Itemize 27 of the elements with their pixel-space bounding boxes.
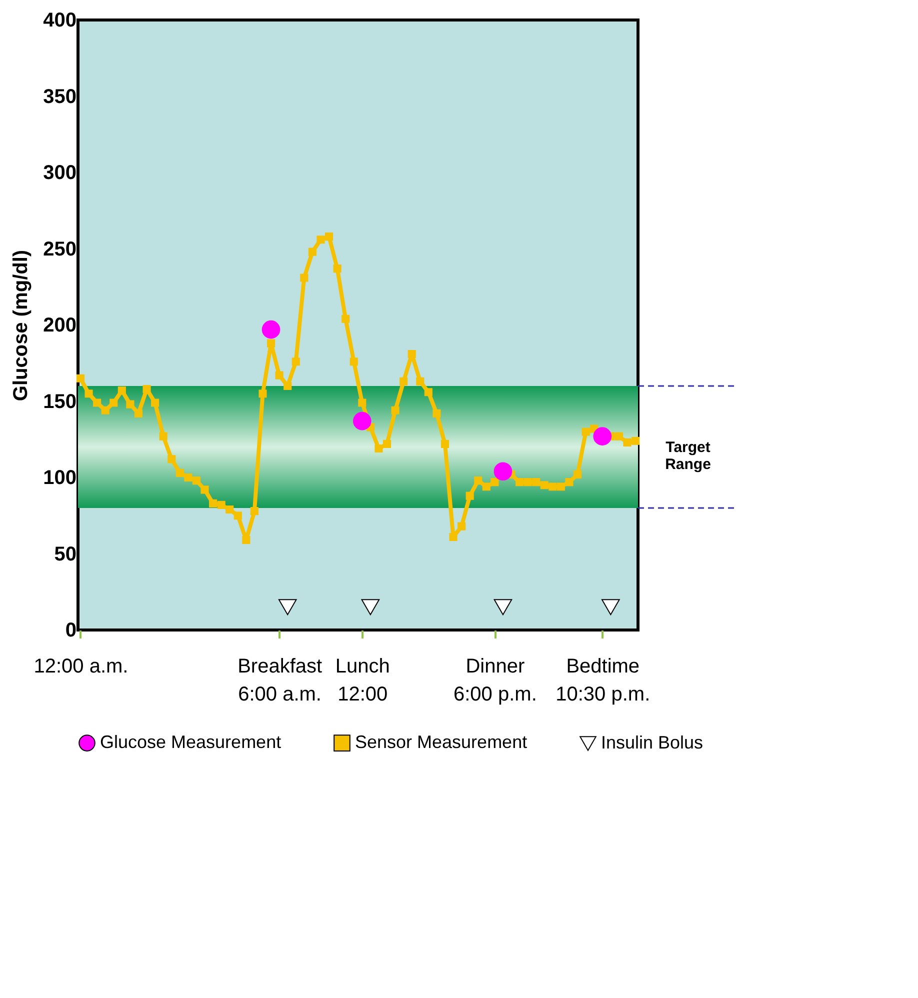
point bbox=[602, 599, 620, 616]
point bbox=[494, 462, 512, 481]
x-tick-label: 12:00 a.m. bbox=[34, 656, 128, 678]
point bbox=[593, 427, 612, 446]
x-tick-label: Lunch 12:00 bbox=[335, 656, 390, 706]
x-tick-label: Breakfast 6:00 a.m. bbox=[238, 656, 322, 706]
x-tick-label: Bedtime 10:30 p.m. bbox=[556, 656, 650, 706]
y-tick-label: 150 bbox=[43, 390, 76, 413]
y-tick-label: 0 bbox=[65, 620, 76, 642]
point bbox=[278, 599, 297, 616]
legend-label: Insulin Bolus bbox=[601, 732, 704, 752]
point bbox=[352, 412, 372, 430]
y-tick-label: 100 bbox=[43, 467, 76, 489]
legend-label: Glucose Measurement bbox=[100, 732, 282, 752]
point bbox=[361, 599, 380, 616]
y-axis-title: Glucose (mg/dl) bbox=[10, 250, 32, 402]
y-tick-label: 300 bbox=[43, 162, 76, 184]
y-tick-label: 50 bbox=[54, 543, 76, 566]
x-tick-label: Dinner 6:00 p.m. bbox=[453, 656, 537, 706]
y-tick-label: 200 bbox=[43, 314, 76, 336]
point bbox=[494, 599, 512, 616]
band-label: Target Range bbox=[665, 439, 711, 473]
y-tick-label: 350 bbox=[43, 86, 76, 108]
y-tick-label: 250 bbox=[43, 238, 76, 260]
point bbox=[262, 320, 280, 339]
y-tick-label: 400 bbox=[43, 10, 76, 32]
legend-label: Sensor Measurement bbox=[355, 732, 528, 752]
